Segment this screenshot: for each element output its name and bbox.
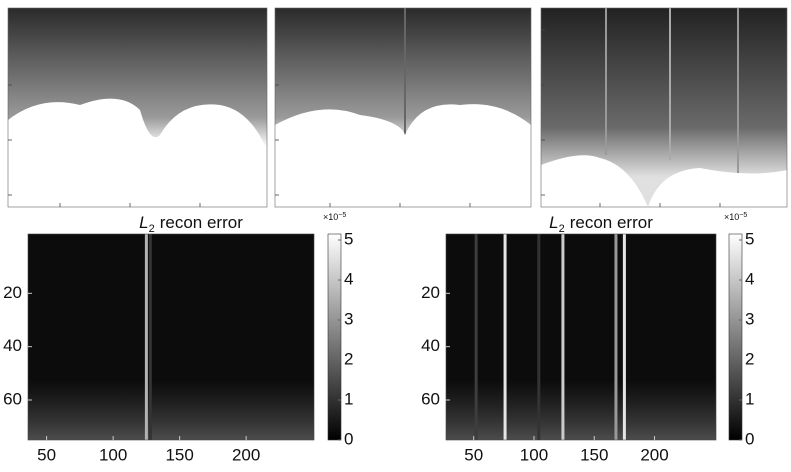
colorbar-tick-label: 1 [745,389,754,408]
heatmap-texture [28,380,314,440]
chart-title: L2 recon error [139,213,243,234]
x-tick-label: 100 [520,445,548,464]
title-part: 2 [559,223,565,235]
error-stripe [537,234,541,440]
colorbar-multiplier: ×10−5 [323,212,346,223]
x-tick-label: 100 [99,445,127,464]
colorbar-tick-label: 0 [745,429,754,448]
multiplier-exponent: −5 [739,212,747,219]
title-part: recon error [570,213,653,232]
colorbar [327,233,342,441]
colorbar-tick-label: 1 [344,389,353,408]
y-tick-label: 40 [421,336,440,355]
y-tick-label: 20 [421,283,440,302]
x-tick-label: 200 [232,445,260,464]
colorbar-tick-label: 4 [745,269,754,288]
title-part: 2 [149,223,155,235]
title-part: L [549,213,558,232]
y-tick-label: 60 [3,389,22,408]
top-panel [274,7,532,208]
colorbar-tick-label: 5 [344,229,353,248]
title-part: L [139,213,148,232]
heatmap-frame [27,233,315,441]
colorbar-tick-label: 2 [745,349,754,368]
multiplier-exponent: −5 [338,212,346,219]
error-stripe [561,234,565,440]
x-tick-label: 50 [37,445,56,464]
y-tick-label: 20 [3,283,22,302]
colorbar-multiplier: ×10−5 [724,212,747,223]
multiplier-base: ×10 [724,212,739,222]
multiplier-base: ×10 [323,212,338,222]
error-stripe [474,234,478,440]
colorbar-tick-label: 3 [745,309,754,328]
y-tick-label: 60 [421,389,440,408]
x-tick-label: 200 [640,445,668,464]
x-tick-label: 150 [580,445,608,464]
top-panel [540,7,788,208]
chart-title: L2 recon error [549,213,653,234]
error-stripe [614,234,618,440]
heatmap-texture [446,380,716,440]
error-stripe [144,234,148,440]
top-panel [7,7,268,208]
colorbar-tick-label: 2 [344,349,353,368]
x-tick-label: 150 [165,445,193,464]
colorbar-tick-label: 4 [344,269,353,288]
title-part: recon error [160,213,243,232]
colorbar-tick-label: 3 [344,309,353,328]
colorbar-tick-label: 5 [745,229,754,248]
colorbar-tick-label: 0 [344,429,353,448]
error-stripe [148,234,152,440]
y-tick-label: 40 [3,336,22,355]
heatmap-frame [445,233,717,441]
colorbar [728,233,743,441]
error-stripe [622,234,626,440]
x-tick-label: 50 [464,445,483,464]
top-ticks [8,29,721,207]
error-stripe [503,234,507,440]
